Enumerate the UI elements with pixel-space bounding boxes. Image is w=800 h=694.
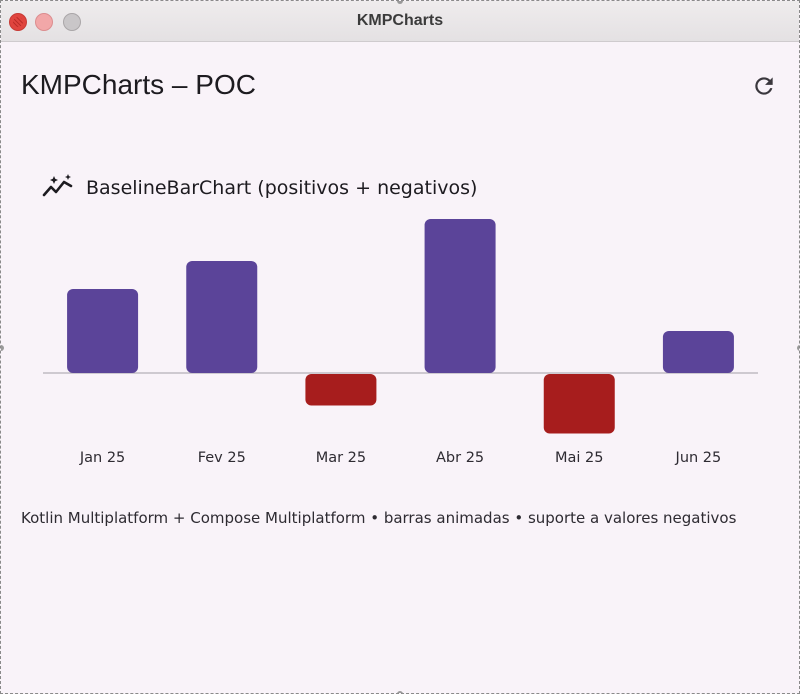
bar-mai-25[interactable] — [543, 374, 615, 434]
chart-title: BaselineBarChart (positivos + negativos) — [86, 177, 478, 199]
chart-header: BaselineBarChart (positivos + negativos) — [41, 171, 477, 205]
zoom-window-button[interactable] — [63, 13, 81, 31]
x-tick-label: Mar 25 — [316, 450, 366, 466]
resize-handle-right[interactable] — [797, 345, 799, 351]
x-tick-label: Fev 25 — [198, 450, 246, 466]
baseline-bar-chart: Jan 25 Fev 25 Mar 25 Abr 25 Mai 25 Jun 25 — [43, 219, 758, 466]
close-window-button[interactable] — [9, 13, 27, 31]
refresh-button[interactable] — [747, 69, 781, 103]
x-tick-label: Jan 25 — [79, 450, 125, 466]
resize-handle-top[interactable] — [397, 1, 403, 4]
x-tick-label: Jun 25 — [675, 450, 722, 466]
footer-description: Kotlin Multiplatform + Compose Multiplat… — [21, 509, 737, 527]
bar-abr-25[interactable] — [424, 219, 496, 373]
resize-handle-left[interactable] — [1, 345, 4, 351]
x-tick-label: Abr 25 — [436, 450, 484, 466]
bar-jan-25[interactable] — [67, 289, 139, 373]
auto-graph-icon — [41, 171, 75, 205]
page-title: KMPCharts – POC — [21, 69, 256, 100]
title-bar: KMPCharts — [1, 1, 799, 42]
bar-jun-25[interactable] — [662, 331, 734, 373]
bar-mar-25[interactable] — [305, 374, 377, 406]
refresh-icon — [755, 77, 773, 95]
window-title: KMPCharts — [356, 12, 444, 29]
resize-handle-bottom[interactable] — [397, 691, 403, 693]
bar-fev-25[interactable] — [186, 261, 258, 373]
x-tick-label: Mai 25 — [555, 450, 603, 466]
minimize-window-button[interactable] — [35, 13, 53, 31]
